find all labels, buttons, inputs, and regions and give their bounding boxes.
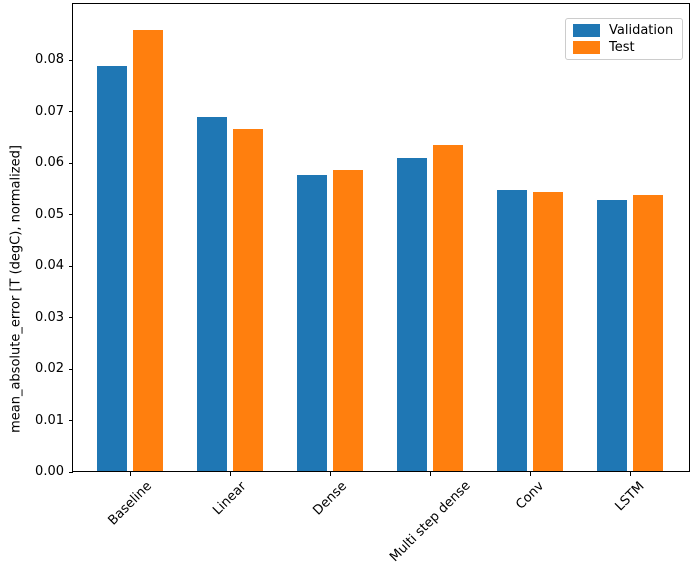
x-tick-mark [629, 472, 631, 476]
bar-test-baseline [132, 30, 163, 471]
x-tick-label-multi-step-dense: Multi step dense [386, 478, 474, 566]
y-tick-mark [69, 317, 73, 319]
y-tick-label: 0.02 [35, 361, 64, 377]
bar-validation-multi-step-dense [397, 157, 428, 471]
y-tick-label: 0.00 [35, 464, 64, 479]
bar-test-multi-step-dense [432, 145, 463, 471]
y-tick-mark [69, 265, 73, 267]
x-tick-label-linear: Linear [210, 478, 250, 519]
y-tick-label: 0.08 [35, 52, 64, 68]
y-tick-mark [69, 162, 73, 164]
x-tick-mark [229, 472, 231, 476]
bar-validation-lstm [597, 200, 628, 471]
x-tick-mark [129, 472, 131, 476]
x-tick-label-baseline: Baseline [104, 478, 155, 529]
y-tick-label: 0.05 [35, 206, 64, 222]
x-tick-label-conv: Conv [512, 478, 547, 513]
x-tick-mark [429, 472, 431, 476]
validation-color-swatch [573, 24, 600, 37]
bar-test-lstm [632, 195, 663, 471]
bar-test-conv [532, 191, 563, 471]
x-tick-label-lstm: LSTM [611, 479, 648, 515]
y-tick-label: 0.06 [35, 155, 64, 171]
x-tick-label-dense: Dense [309, 478, 350, 519]
y-tick-mark [69, 471, 73, 473]
y-tick-mark [69, 368, 73, 370]
bar-test-linear [232, 128, 263, 471]
y-tick-label: 0.07 [35, 103, 64, 119]
y-axis-label: mean_absolute_error [T (degC), normalize… [8, 145, 24, 433]
x-tick-mark [529, 472, 531, 476]
y-tick-label: 0.03 [35, 309, 64, 325]
legend-item-test: Test [573, 40, 674, 55]
y-tick-label: 0.04 [35, 258, 64, 274]
bar-validation-linear [197, 117, 228, 471]
legend-label-validation: Validation [609, 23, 674, 38]
bar-test-dense [332, 169, 363, 471]
legend-item-validation: Validation [573, 23, 674, 38]
y-tick-mark [69, 420, 73, 421]
y-tick-mark [69, 59, 73, 61]
y-tick-mark [69, 214, 73, 216]
y-tick-mark [69, 111, 73, 113]
bar-validation-baseline [97, 65, 128, 471]
bar-validation-conv [497, 189, 528, 471]
x-tick-mark [329, 472, 331, 476]
legend-label-test: Test [609, 40, 635, 55]
y-tick-label: 0.01 [35, 412, 64, 428]
legend: Validation Test [565, 18, 683, 60]
bar-validation-dense [297, 175, 328, 471]
test-color-swatch [573, 41, 600, 54]
